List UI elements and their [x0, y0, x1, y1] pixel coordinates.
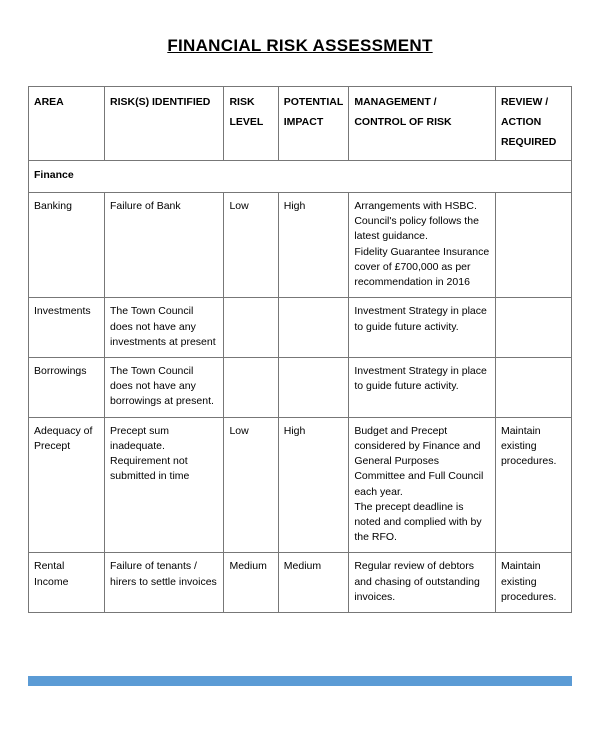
- cell-review: [495, 193, 571, 298]
- cell-management: Regular review of debtors and chasing of…: [349, 553, 496, 613]
- col-header-management: MANAGEMENT / CONTROL OF RISK: [349, 87, 496, 161]
- cell-impact: [278, 358, 349, 418]
- cell-area: Adequacy of Precept: [29, 417, 105, 553]
- cell-level: Medium: [224, 553, 278, 613]
- risk-assessment-table: AREA RISK(S) IDENTIFIED RISK LEVEL POTEN…: [28, 86, 572, 613]
- cell-area: Banking: [29, 193, 105, 298]
- table-section-row: Finance: [29, 160, 572, 192]
- cell-risks: Failure of tenants / hirers to settle in…: [105, 553, 224, 613]
- cell-level: Low: [224, 417, 278, 553]
- cell-review: Maintain existing procedures.: [495, 553, 571, 613]
- col-header-label: POTENTIAL: [284, 93, 344, 113]
- cell-management: Investment Strategy in place to guide fu…: [349, 358, 496, 418]
- cell-level: [224, 358, 278, 418]
- cell-management: Budget and Precept considered by Finance…: [349, 417, 496, 553]
- col-header-level: RISK LEVEL: [224, 87, 278, 161]
- cell-area: Investments: [29, 298, 105, 358]
- col-header-review: REVIEW / ACTION REQUIRED: [495, 87, 571, 161]
- cell-risks: The Town Council does not have any inves…: [105, 298, 224, 358]
- col-header-label: RISK: [229, 93, 272, 113]
- cell-impact: Medium: [278, 553, 349, 613]
- col-header-risks: RISK(S) IDENTIFIED: [105, 87, 224, 161]
- cell-management: Investment Strategy in place to guide fu…: [349, 298, 496, 358]
- table-row: Adequacy of Precept Precept sum inadequa…: [29, 417, 572, 553]
- cell-level: Low: [224, 193, 278, 298]
- document-page: FINANCIAL RISK ASSESSMENT AREA RISK(S) I…: [0, 0, 600, 730]
- col-header-label: AREA: [34, 93, 99, 113]
- cell-impact: [278, 298, 349, 358]
- col-header-label: LEVEL: [229, 113, 272, 133]
- col-header-label: IMPACT: [284, 113, 344, 133]
- cell-review: [495, 298, 571, 358]
- cell-management: Arrangements with HSBC.Council's policy …: [349, 193, 496, 298]
- col-header-label: RISK(S) IDENTIFIED: [110, 93, 218, 113]
- col-header-area: AREA: [29, 87, 105, 161]
- table-row: Rental Income Failure of tenants / hirer…: [29, 553, 572, 613]
- cell-risks: Precept sum inadequate.Requirement not s…: [105, 417, 224, 553]
- cell-level: [224, 298, 278, 358]
- table-header-row: AREA RISK(S) IDENTIFIED RISK LEVEL POTEN…: [29, 87, 572, 161]
- section-label: Finance: [29, 160, 572, 192]
- table-row: Banking Failure of Bank Low High Arrange…: [29, 193, 572, 298]
- cell-area: Borrowings: [29, 358, 105, 418]
- cell-review: Maintain existing procedures.: [495, 417, 571, 553]
- page-title: FINANCIAL RISK ASSESSMENT: [28, 36, 572, 56]
- table-row: Borrowings The Town Council does not hav…: [29, 358, 572, 418]
- cell-area: Rental Income: [29, 553, 105, 613]
- cell-impact: High: [278, 417, 349, 553]
- cell-risks: Failure of Bank: [105, 193, 224, 298]
- cell-risks: The Town Council does not have any borro…: [105, 358, 224, 418]
- cell-review: [495, 358, 571, 418]
- col-header-impact: POTENTIAL IMPACT: [278, 87, 349, 161]
- table-row: Investments The Town Council does not ha…: [29, 298, 572, 358]
- col-header-label: MANAGEMENT / CONTROL OF RISK: [354, 93, 490, 133]
- col-header-label: REVIEW / ACTION: [501, 93, 566, 133]
- accent-bar: [28, 676, 572, 686]
- col-header-label: REQUIRED: [501, 133, 566, 153]
- cell-impact: High: [278, 193, 349, 298]
